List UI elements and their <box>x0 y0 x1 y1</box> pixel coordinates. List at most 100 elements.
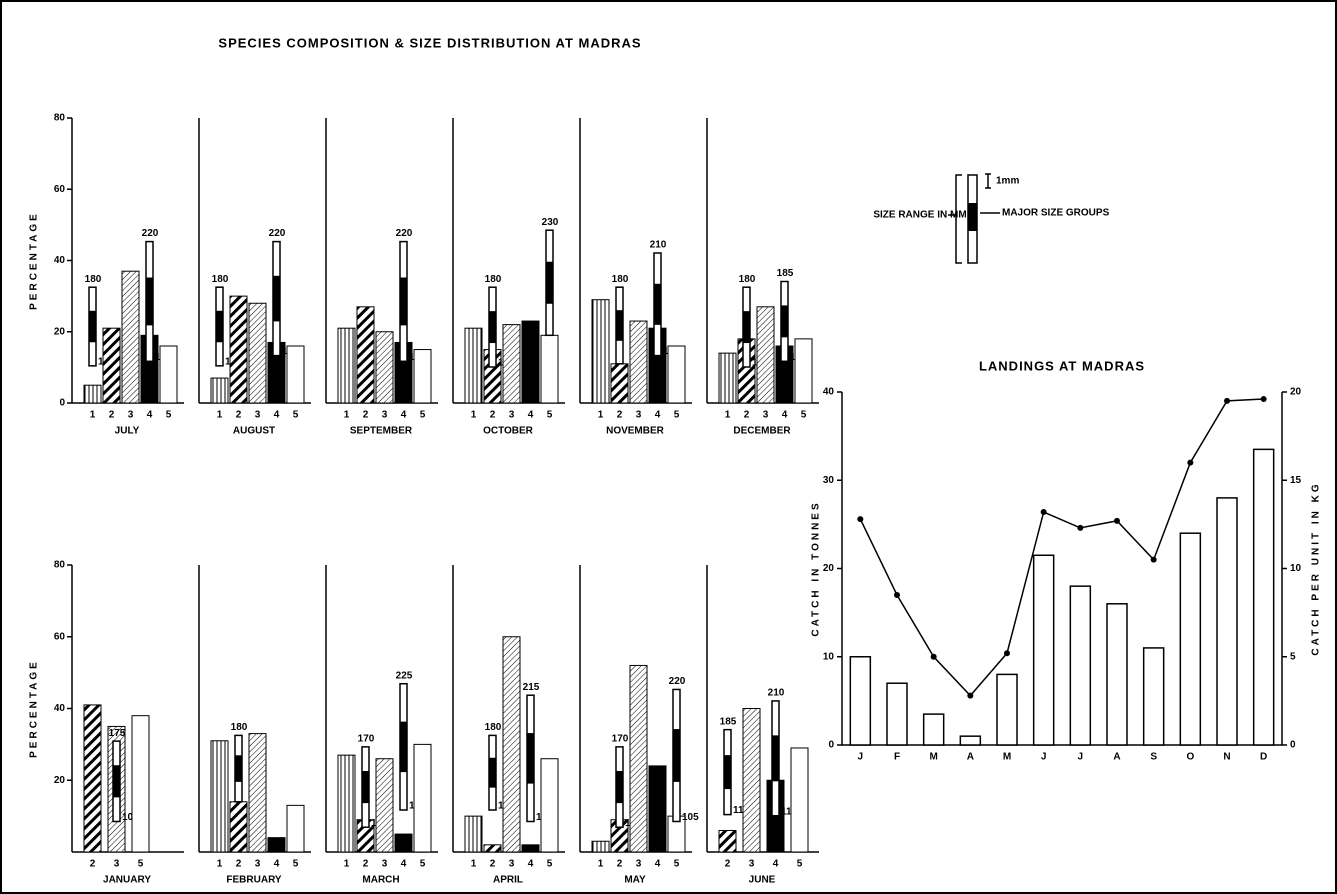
major-size-group <box>724 755 731 790</box>
x-tick-label: 5 <box>547 410 553 421</box>
y-tick-label: 20 <box>823 563 835 574</box>
y2-tick-label: 0 <box>1290 740 1296 751</box>
x-tick-label: 1 <box>471 859 477 870</box>
bar <box>1142 647 1165 746</box>
x-tick-label: 2 <box>363 859 369 870</box>
bar <box>849 656 872 746</box>
y-axis-label: PERCENTAGE <box>29 211 40 310</box>
month-label: MARCH <box>362 875 399 886</box>
major-size-group <box>273 275 280 322</box>
x-tick-label: M <box>929 752 937 763</box>
x-tick-label: 5 <box>420 410 426 421</box>
size-min-label: 105 <box>122 812 139 823</box>
bar <box>131 715 150 853</box>
bar <box>121 270 140 404</box>
x-tick-label: 5 <box>547 859 553 870</box>
bar <box>248 733 267 853</box>
x-tick-label: 4 <box>773 859 779 870</box>
x-tick-label: 3 <box>763 410 769 421</box>
size-max-label: 220 <box>396 228 413 239</box>
x-tick-label: 4 <box>147 410 153 421</box>
major-size-group <box>489 311 496 344</box>
x-tick-label: N <box>1223 752 1230 763</box>
month-label: OCTOBER <box>483 426 534 437</box>
axes <box>841 392 1283 746</box>
x-tick-label: 5 <box>293 410 299 421</box>
x-tick-label: 1 <box>217 410 223 421</box>
y-tick-label: 80 <box>54 560 66 571</box>
x-tick-label: 5 <box>420 859 426 870</box>
major-size-group <box>527 733 534 784</box>
y-tick-label: 10 <box>823 651 835 662</box>
y-tick-label: 0 <box>828 740 834 751</box>
y2-tick-label: 15 <box>1290 475 1302 486</box>
major-size-group <box>673 729 680 782</box>
y2-axis-label: CATCH PER UNIT IN KG <box>1311 481 1322 655</box>
bar <box>521 320 540 404</box>
size-max-label: 180 <box>85 274 102 285</box>
bar <box>790 747 809 853</box>
x-tick-label: 5 <box>674 859 680 870</box>
bar <box>267 837 286 853</box>
x-tick-label: 4 <box>528 410 534 421</box>
x-tick-label: D <box>1260 752 1267 763</box>
bar <box>210 377 229 404</box>
cpue-point <box>857 516 864 523</box>
x-tick-label: 3 <box>636 859 642 870</box>
key-scale: 1mm <box>996 176 1019 187</box>
bar <box>521 844 540 853</box>
y2-tick-label: 20 <box>1290 387 1302 398</box>
key-range: SIZE RANGE IN MM <box>873 210 966 221</box>
size-max-label: 220 <box>269 228 286 239</box>
x-tick-label: 3 <box>255 859 261 870</box>
bar <box>375 758 394 853</box>
bar <box>794 338 813 404</box>
y-tick-label: 60 <box>54 631 66 642</box>
bar <box>483 844 502 853</box>
bar <box>413 743 432 853</box>
size-max-label: 180 <box>212 274 229 285</box>
y2-tick-label: 10 <box>1290 563 1302 574</box>
bar <box>629 320 648 404</box>
x-tick-label: 3 <box>382 859 388 870</box>
x-tick-label: M <box>1003 752 1011 763</box>
x-tick-label: 1 <box>217 859 223 870</box>
size-max-label: 220 <box>142 228 159 239</box>
major-size-group <box>216 310 223 343</box>
major-size-group <box>489 757 496 788</box>
cpue-point <box>930 653 937 660</box>
major-size-group <box>616 310 623 341</box>
major-size-group <box>772 735 779 782</box>
bar <box>959 735 982 746</box>
x-tick-label: 1 <box>344 410 350 421</box>
x-tick-label: 5 <box>801 410 807 421</box>
major-size-group <box>113 765 120 798</box>
cpue-point <box>1114 517 1120 524</box>
size-max-label: 185 <box>720 716 737 727</box>
y-tick-label: 40 <box>54 255 66 266</box>
key-major-label: MAJOR SIZE GROUPS <box>1002 208 1110 219</box>
major-size-group <box>362 770 369 804</box>
x-tick-label: 3 <box>255 410 261 421</box>
bar <box>886 682 908 746</box>
size-max-label: 210 <box>650 240 667 251</box>
bar <box>337 754 356 853</box>
cpue-point <box>1224 397 1230 404</box>
size-max-label: 170 <box>358 734 375 745</box>
bar <box>1106 603 1128 746</box>
x-tick-label: 2 <box>744 410 750 421</box>
major-size-group <box>400 721 407 773</box>
bar <box>540 758 559 853</box>
bar <box>610 363 629 404</box>
bar <box>922 713 945 746</box>
major-size-group <box>146 277 153 326</box>
month-label: JUNE <box>749 875 776 886</box>
bar <box>210 740 229 853</box>
x-tick-label: 1 <box>471 410 477 421</box>
month-label: JULY <box>115 426 140 437</box>
x-tick-label: J <box>1078 752 1084 763</box>
bar <box>286 345 305 404</box>
x-tick-label: J <box>858 752 864 763</box>
x-tick-label: 4 <box>401 410 407 421</box>
bar <box>83 384 102 404</box>
